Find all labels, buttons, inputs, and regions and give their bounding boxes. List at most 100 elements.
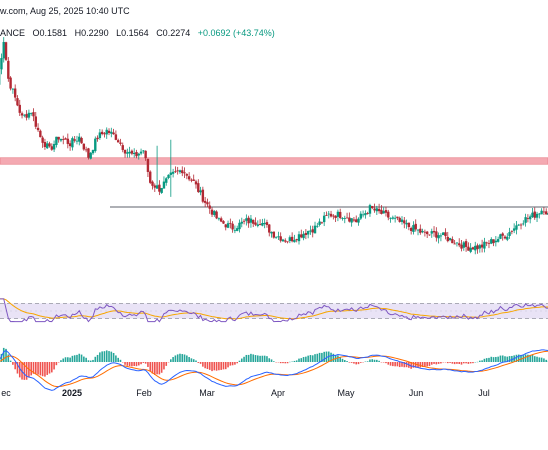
macd-hist-bar xyxy=(117,357,119,362)
macd-hist-bar xyxy=(7,354,10,362)
candle-body xyxy=(82,143,86,150)
macd-line xyxy=(0,349,548,391)
macd-hist-bar xyxy=(48,362,51,374)
candle-body xyxy=(483,241,486,249)
candle-body xyxy=(405,222,408,225)
macd-hist-bar xyxy=(89,360,92,362)
candle-body xyxy=(306,231,310,235)
candle-body xyxy=(174,171,177,173)
candle-body xyxy=(281,239,285,242)
macd-hist-bar xyxy=(396,362,399,367)
candle xyxy=(496,236,500,243)
candle-body xyxy=(435,231,438,238)
candle xyxy=(345,212,349,219)
macd-hist-bar xyxy=(414,362,417,368)
candle xyxy=(199,186,202,196)
candle-body xyxy=(126,152,129,154)
macd-hist-bar xyxy=(73,355,76,362)
macd-hist-bar xyxy=(325,351,328,362)
candle xyxy=(478,243,482,253)
macd-hist-bar xyxy=(133,362,135,366)
candle xyxy=(398,216,401,223)
candle-body xyxy=(158,184,161,192)
candle xyxy=(80,136,83,144)
candle-body xyxy=(474,245,477,251)
candle-body xyxy=(538,213,541,215)
macd-hist-bar xyxy=(270,359,273,362)
candle xyxy=(391,215,395,220)
candle xyxy=(123,149,127,158)
candle xyxy=(355,215,358,223)
candle xyxy=(290,232,294,243)
candle xyxy=(304,229,308,240)
candle xyxy=(165,177,168,186)
macd-hist-bar xyxy=(337,355,339,362)
candle xyxy=(16,95,19,107)
candle-body xyxy=(87,148,90,158)
candle xyxy=(187,172,191,182)
macd-hist-bar xyxy=(401,362,403,367)
candle-body xyxy=(213,210,216,215)
candle xyxy=(73,136,76,143)
candle-body xyxy=(336,211,340,217)
candle xyxy=(412,221,415,235)
macd-hist-bar xyxy=(23,362,26,380)
macd-hist-bar xyxy=(302,357,305,362)
candle xyxy=(306,230,310,239)
candle-body xyxy=(455,242,459,244)
candle-body xyxy=(105,129,108,135)
candle xyxy=(545,208,548,215)
candle xyxy=(286,241,289,244)
candle xyxy=(494,236,498,247)
candle-body xyxy=(52,143,56,150)
candle-body xyxy=(16,98,19,106)
candle xyxy=(210,207,214,217)
macd-hist-bar xyxy=(227,362,229,368)
candle-body xyxy=(4,42,8,60)
candle xyxy=(423,229,427,237)
macd-hist-bar xyxy=(172,357,174,362)
macd-hist-bar xyxy=(501,355,504,362)
macd-hist-bar xyxy=(151,362,154,374)
candle-body xyxy=(20,113,24,116)
macd-hist-bar xyxy=(410,362,412,369)
macd-hist-bar xyxy=(149,362,152,372)
candle xyxy=(238,219,241,233)
candle-body xyxy=(7,60,10,79)
candle-body xyxy=(469,247,472,252)
candle xyxy=(57,136,60,143)
candle-body xyxy=(421,231,424,233)
candle xyxy=(254,217,257,227)
candle-body xyxy=(496,239,500,242)
candle-body xyxy=(206,202,209,205)
high-value: H0.2290 xyxy=(74,28,109,38)
candle xyxy=(62,135,65,145)
candle-body xyxy=(123,149,127,154)
macd-hist-bar xyxy=(231,362,234,366)
candle-body xyxy=(137,153,140,156)
candle-body xyxy=(110,131,113,134)
x-axis-tick-label: Jun xyxy=(409,388,424,398)
candle xyxy=(309,225,312,235)
candle-body xyxy=(59,138,63,141)
candle-body xyxy=(128,151,131,154)
candle xyxy=(128,146,131,158)
macd-hist-bar xyxy=(536,356,538,362)
macd-hist-bar xyxy=(437,362,440,364)
candle xyxy=(409,226,413,235)
candle-body xyxy=(30,113,33,115)
candle-body xyxy=(288,237,292,242)
candle-body xyxy=(295,239,298,241)
candle xyxy=(13,84,17,102)
candle-body xyxy=(448,238,452,241)
macd-hist-bar xyxy=(389,362,392,366)
macd-hist-bar xyxy=(346,361,348,362)
macd-hist-bar xyxy=(467,362,470,364)
macd-hist-bar xyxy=(124,362,126,365)
macd-hist-bar xyxy=(190,358,193,362)
time-axis: ec 2025 Feb Mar Apr May Jun Jul xyxy=(1,388,490,398)
candle xyxy=(348,212,351,223)
macd-hist-bar xyxy=(202,362,204,367)
